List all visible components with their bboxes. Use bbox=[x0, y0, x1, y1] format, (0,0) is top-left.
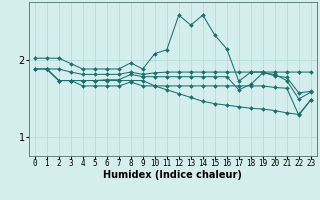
X-axis label: Humidex (Indice chaleur): Humidex (Indice chaleur) bbox=[103, 170, 242, 180]
